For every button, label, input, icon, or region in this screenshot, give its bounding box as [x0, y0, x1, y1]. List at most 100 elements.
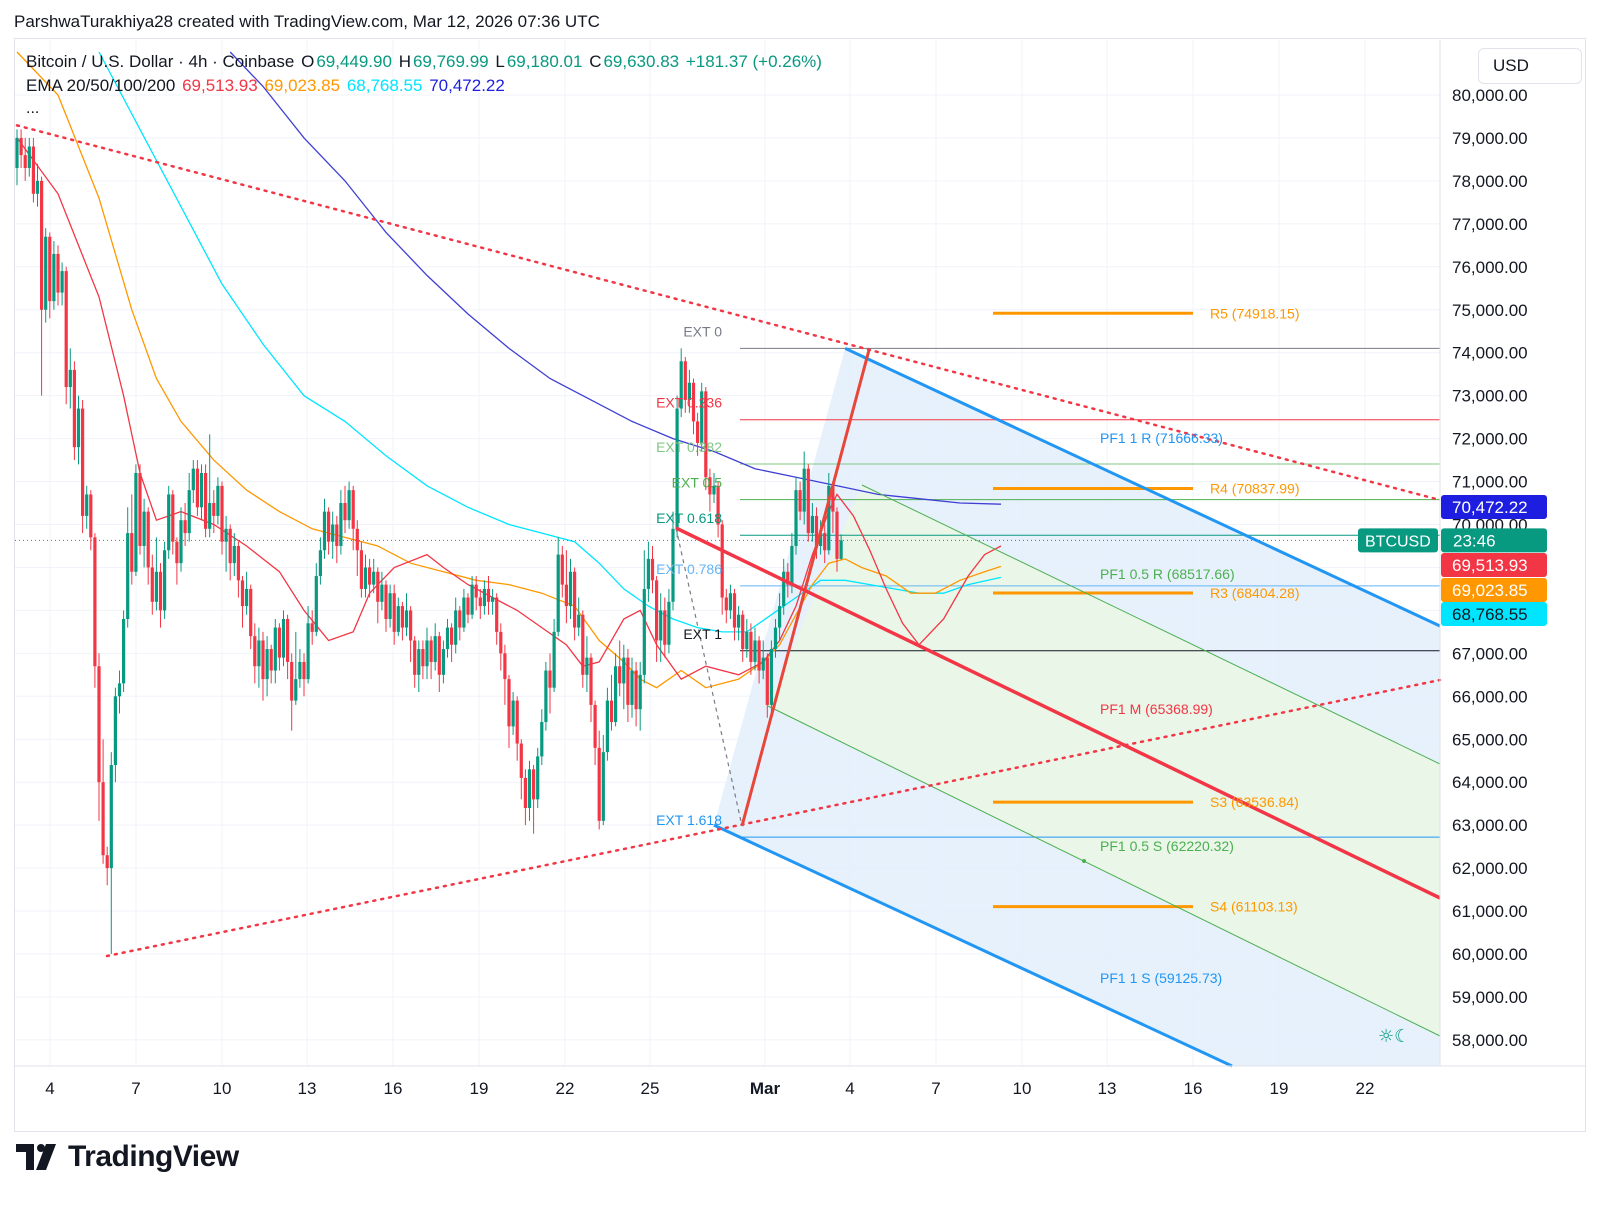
candle-body	[64, 271, 68, 388]
ema200-line	[229, 51, 1002, 505]
candle-body	[195, 468, 199, 508]
candle-body	[761, 657, 765, 671]
candle-body	[187, 490, 191, 534]
legend-ema-label[interactable]: EMA 20/50/100/200	[26, 76, 176, 95]
candle-body	[216, 485, 220, 516]
candle-body	[240, 580, 245, 607]
candle-body	[347, 490, 351, 521]
candle-body	[749, 631, 753, 662]
candle-body	[298, 661, 302, 680]
candle-body	[507, 679, 511, 727]
candle-body	[76, 408, 81, 448]
pitchfork-lower-line	[713, 823, 1233, 1068]
candle-body	[659, 610, 663, 641]
candle-body	[568, 571, 573, 607]
candle-body	[318, 550, 322, 577]
candle-body	[68, 369, 72, 388]
pitchfork-upper-line	[844, 347, 1441, 628]
candle-body	[466, 597, 470, 615]
y-tick-label: 65,000.00	[1452, 730, 1528, 749]
candle-body	[786, 571, 790, 585]
candle-body	[40, 180, 44, 310]
legend-more-button[interactable]: ...	[26, 100, 40, 117]
candle-body	[35, 180, 40, 194]
candle-body	[650, 558, 655, 581]
candle-body	[101, 782, 105, 856]
candle-body	[646, 558, 650, 589]
x-tick-label: 4	[45, 1079, 54, 1098]
time-axis: 4 7 10 13 16 19 22 25 Mar 4 7 10 13 16 19 22	[45, 1079, 1374, 1098]
ema-price-badge	[1441, 602, 1547, 626]
legend-symbol[interactable]: Bitcoin / U.S. Dollar · 4h · Coinbase	[26, 52, 295, 71]
candle-body	[269, 649, 273, 671]
candle-body	[675, 408, 679, 529]
y-tick-label: 61,000.00	[1452, 902, 1528, 921]
candle-body	[322, 511, 327, 551]
candle-body	[741, 614, 745, 650]
y-tick-label: 64,000.00	[1452, 773, 1528, 792]
candle-body	[831, 485, 835, 512]
pitchfork-label: PF1 1 R (71666.33)	[1100, 430, 1223, 446]
candle-body	[31, 146, 35, 194]
currency-selector[interactable]: USD	[1478, 48, 1582, 84]
candle-body	[126, 533, 130, 619]
candle-body	[499, 631, 503, 654]
candle-body	[294, 679, 298, 701]
candle-body	[335, 524, 339, 546]
candle-body	[474, 584, 478, 598]
pivot-label: R5 (74918.15)	[1210, 305, 1300, 321]
descending-trendline	[15, 124, 1442, 502]
candle-body	[503, 653, 507, 680]
y-tick-label: 60,000.00	[1452, 945, 1528, 964]
pitchfork-median-line	[675, 526, 1441, 900]
candle-body	[708, 477, 712, 495]
tradingview-wordmark: TradingView	[68, 1140, 239, 1173]
candle-body	[704, 391, 708, 478]
candle-body	[601, 752, 605, 821]
candle-body	[224, 528, 228, 542]
swing-up-line	[740, 349, 871, 827]
candle-body	[138, 472, 142, 546]
x-tick-label: 25	[641, 1079, 660, 1098]
y-tick-label: 72,000.00	[1452, 430, 1528, 449]
candle-body	[392, 593, 396, 632]
candle-body	[589, 657, 593, 705]
candle-body	[622, 657, 626, 684]
candle-body	[171, 494, 175, 542]
candle-body	[163, 550, 167, 611]
candle-body	[757, 640, 761, 671]
y-tick-label: 75,000.00	[1452, 301, 1528, 320]
pivot-label: R4 (70837.99)	[1210, 481, 1300, 497]
candle-body	[27, 146, 31, 169]
candle-body	[277, 627, 281, 658]
candle-body	[585, 657, 589, 675]
candle-body	[19, 137, 23, 156]
candle-body	[445, 627, 450, 650]
y-tick-label: 63,000.00	[1452, 816, 1528, 835]
pitchfork-point	[1082, 859, 1086, 863]
legend-ema100: 68,768.55	[346, 76, 423, 95]
candle-body	[827, 485, 831, 551]
candle-body	[85, 494, 89, 516]
candle-body	[773, 627, 778, 650]
chart-frame	[14, 38, 1586, 1132]
countdown-badge-text: 23:46	[1453, 531, 1496, 550]
candle-body	[638, 674, 642, 710]
candle-body	[683, 361, 687, 400]
candle-body	[806, 468, 810, 534]
x-tick-label: 7	[931, 1079, 940, 1098]
candle-body	[581, 614, 585, 675]
candle-body	[257, 640, 261, 667]
chart-canvas[interactable]: ☼☾ EXT 0 EXT 0.236 EXT 0.382 EXT 0.5 EXT 0.6…	[0, 0, 1600, 1140]
x-tick-label: 10	[1013, 1079, 1032, 1098]
candle-body	[577, 614, 581, 628]
candle-body	[220, 485, 224, 542]
legend-ema: EMA 20/50/100/200 69,513.93 69,023.85 68…	[26, 76, 507, 96]
ema-price-badge-text: 69,023.85	[1452, 581, 1528, 600]
candle-body	[122, 618, 126, 684]
candle-body	[527, 769, 532, 808]
candle-body	[798, 490, 802, 512]
candle-body	[249, 588, 253, 637]
candle-body	[486, 588, 491, 602]
candle-body	[146, 511, 150, 568]
